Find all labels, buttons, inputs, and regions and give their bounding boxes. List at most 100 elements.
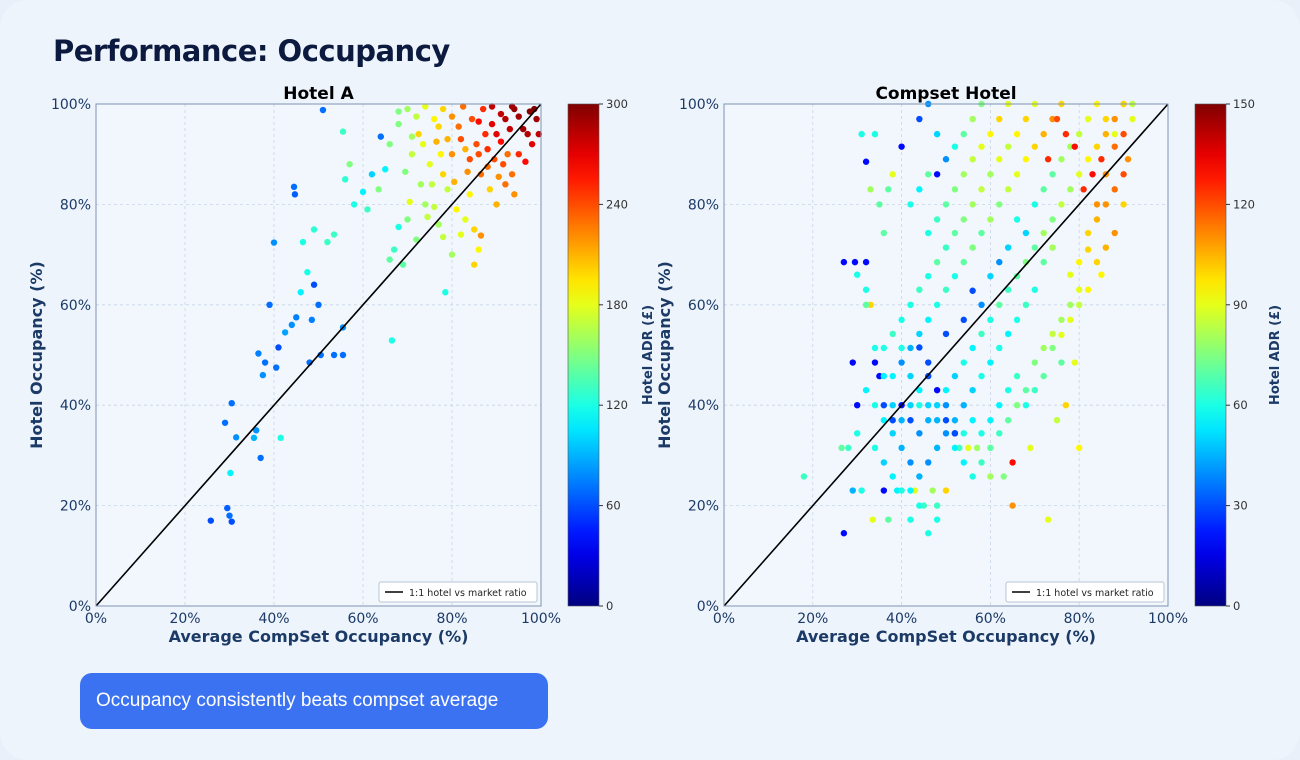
scatter-point: [482, 130, 489, 138]
scatter-point: [840, 530, 848, 537]
scatter-point: [291, 191, 299, 198]
scatter-point: [1102, 244, 1110, 251]
scatter-point: [920, 502, 927, 509]
scatter-point: [419, 140, 427, 148]
chart-title: Hotel A: [283, 84, 354, 104]
scatter-point: [439, 171, 447, 178]
scatter-point: [916, 402, 923, 409]
legend: 1:1 hotel vs market ratio: [378, 581, 538, 603]
scatter-point: [339, 351, 347, 359]
scatter-point: [800, 473, 808, 480]
scatter-point: [368, 171, 376, 178]
scatter-point: [1013, 216, 1021, 223]
occupancy-callout-button[interactable]: Occupancy consistently beats compset ave…: [80, 673, 548, 729]
scatter-point: [942, 286, 950, 293]
scatter-point: [1013, 130, 1021, 138]
scatter-point: [1111, 186, 1118, 193]
colorbar-tick-label: 150: [1233, 97, 1255, 111]
scatter-point: [973, 444, 981, 452]
scatter-point: [455, 123, 462, 130]
scatter-point: [1031, 143, 1038, 150]
scatter-point: [207, 517, 215, 524]
scatter-point: [854, 402, 861, 409]
scatter-point: [889, 372, 896, 380]
scatter-point: [1084, 286, 1092, 293]
scatter-point: [996, 402, 1003, 409]
scatter-point: [1022, 402, 1030, 409]
scatter-point: [907, 459, 914, 466]
scatter-point: [898, 316, 905, 324]
scatter-point: [293, 314, 300, 321]
scatter-point: [431, 203, 438, 211]
scatter-point: [1004, 286, 1012, 293]
scatter-point: [359, 188, 367, 196]
scatter-point: [257, 454, 264, 462]
scatter-point: [1040, 229, 1047, 237]
legend: 1:1 hotel vs market ratio: [1005, 581, 1165, 603]
scatter-point: [453, 206, 460, 213]
scatter-point: [871, 359, 879, 366]
scatter-point: [898, 417, 905, 424]
scatter-point: [395, 108, 402, 115]
scatter-point: [987, 316, 994, 324]
scatter-point: [965, 444, 972, 452]
scatter-point: [1076, 444, 1083, 452]
scatter-point: [845, 444, 852, 452]
scatter-point: [916, 502, 923, 509]
scatter-point: [261, 359, 269, 366]
scatter-point: [1058, 201, 1065, 208]
scatter-point: [1129, 115, 1136, 123]
scatter-point: [1058, 331, 1065, 339]
scatter-point: [464, 168, 471, 175]
scatter-point: [978, 459, 985, 466]
scatter-point: [466, 156, 473, 163]
scatter-point: [342, 176, 349, 183]
scatter-point: [444, 186, 451, 193]
hotel-a-chart: 0% 20% 40% 60% 80% 100% 0% 20% 40% 60% 80% 100% Hote…: [27, 84, 656, 646]
scatter-point: [862, 386, 870, 394]
scatter-point: [1040, 130, 1047, 138]
scatter-point: [473, 140, 480, 148]
scatter-point: [925, 402, 932, 409]
scatter-point: [933, 402, 941, 409]
scatter-point: [426, 161, 433, 168]
scatter-point: [889, 402, 896, 409]
y-tick-label: 0%: [697, 599, 719, 615]
scatter-point: [880, 459, 888, 466]
scatter-point: [493, 130, 500, 138]
scatter-point: [933, 417, 941, 424]
scatter-point: [869, 516, 876, 523]
x-tick-label: 40%: [258, 611, 289, 627]
scatter-point: [978, 330, 985, 338]
scatter-point: [1120, 201, 1127, 208]
scatter-point: [978, 430, 985, 437]
ratio-line: [723, 103, 1169, 607]
scatter-point: [250, 434, 258, 442]
x-tick-label: 100%: [1148, 611, 1188, 627]
scatter-point: [508, 103, 516, 110]
scatter-point: [1124, 156, 1132, 163]
scatter-point: [960, 359, 967, 366]
scatter-point: [497, 138, 505, 145]
scatter-point: [942, 386, 950, 394]
scatter-point: [858, 130, 865, 138]
scatter-point: [1053, 115, 1061, 123]
legend-box: [1005, 581, 1165, 603]
x-tick-label: 0%: [85, 611, 107, 627]
scatter-point: [871, 402, 879, 409]
scatter-point: [858, 487, 865, 494]
colorbar: [567, 103, 600, 607]
scatter-point: [1080, 186, 1087, 193]
scatter-point: [849, 487, 856, 494]
scatter-point: [364, 206, 371, 213]
scatter-point: [299, 238, 307, 246]
legend-label: 1:1 hotel vs market ratio: [1036, 588, 1154, 599]
scatter-point: [266, 301, 273, 308]
scatter-point: [933, 130, 941, 138]
colorbar-tick-label: 120: [606, 398, 628, 412]
scatter-point: [1084, 156, 1092, 163]
scatter-point: [288, 321, 295, 329]
scatter-point: [1022, 229, 1030, 237]
scatter-point: [996, 201, 1003, 208]
scatter-point: [522, 158, 529, 165]
